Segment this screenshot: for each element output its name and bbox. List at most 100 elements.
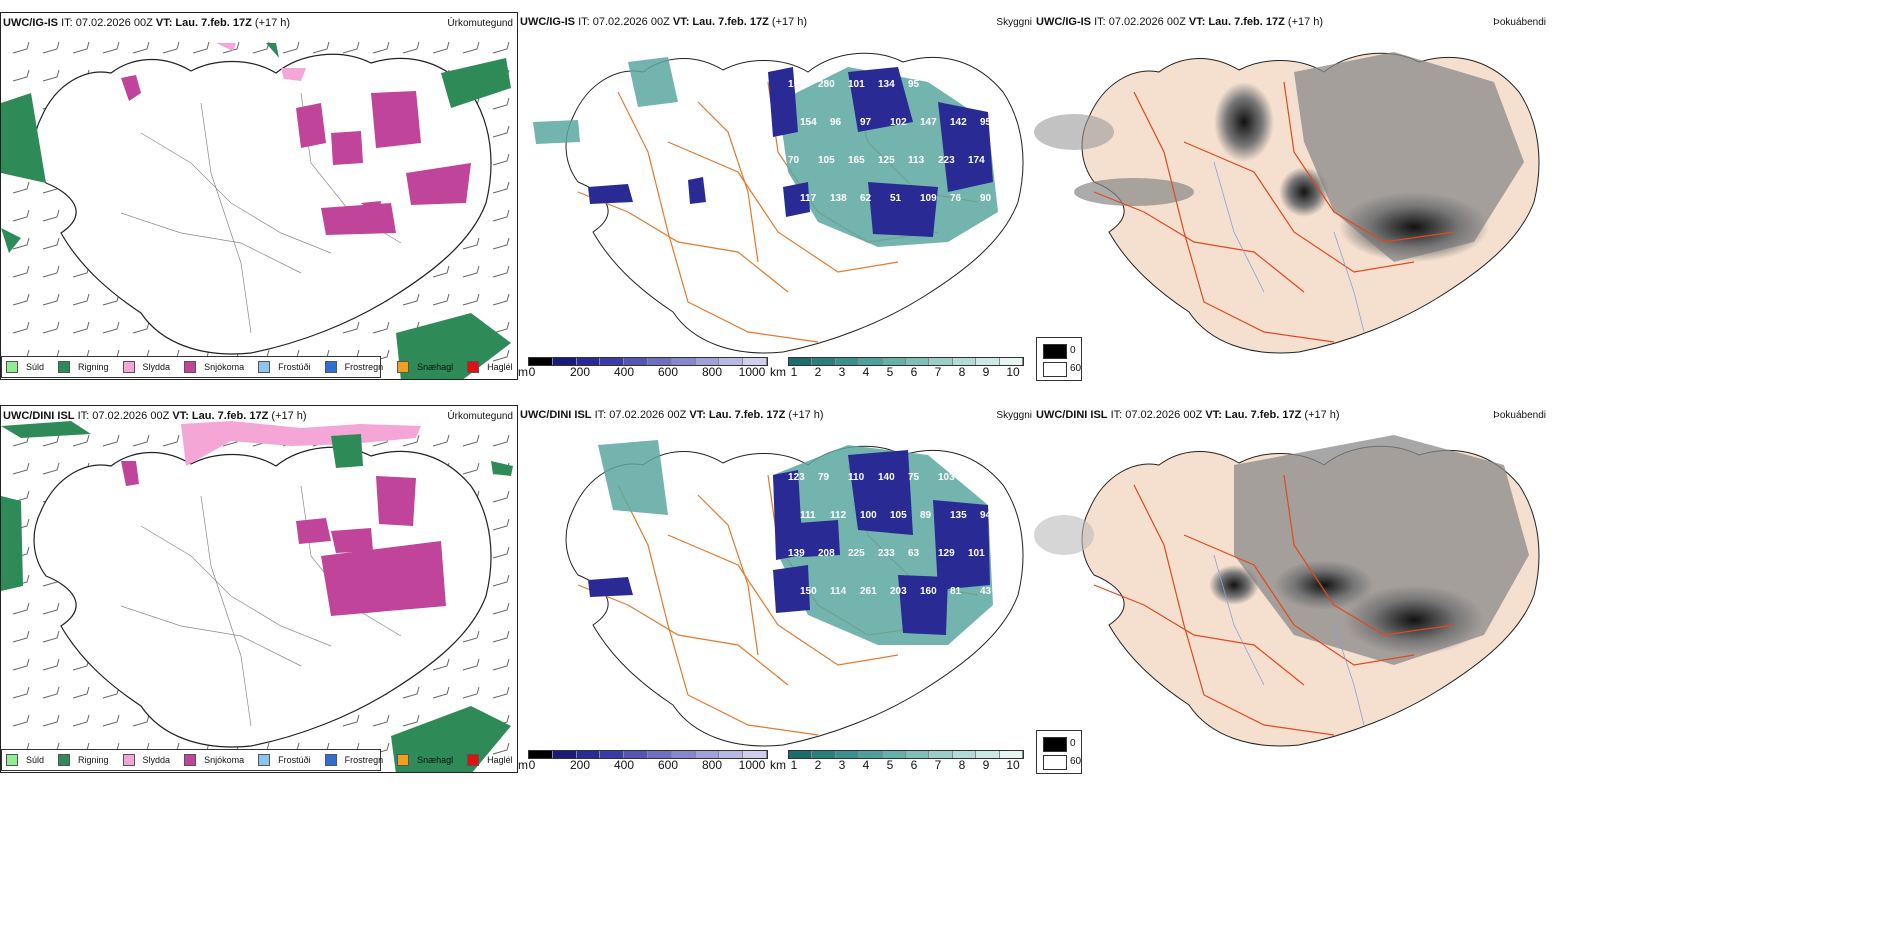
wind-barb bbox=[432, 265, 450, 278]
cloud-base-value: 79 bbox=[818, 472, 830, 483]
cloud-map: 123 79 110 140 75 103 191 111 112 100 105 89 135 94 13… bbox=[565, 440, 1024, 747]
colorbar-segment bbox=[789, 751, 813, 758]
wind-barb bbox=[72, 293, 90, 306]
precip-map bbox=[1, 421, 513, 772]
wind-barb bbox=[312, 41, 330, 54]
wind-barb bbox=[462, 434, 480, 447]
wind-barb bbox=[432, 686, 450, 699]
colorbar-segment bbox=[647, 358, 672, 365]
precip-legend: Súld Rigning Slydda Snjókoma Frostúði Fr… bbox=[1, 749, 513, 771]
wind-barb bbox=[42, 293, 60, 306]
wind-barb bbox=[12, 293, 30, 306]
precip-snow-areas bbox=[121, 75, 471, 235]
wind-barb bbox=[42, 69, 60, 82]
wind-barb bbox=[102, 434, 120, 447]
wind-barb bbox=[42, 321, 60, 334]
cloud-base-value: 113 bbox=[908, 155, 925, 166]
panel-title: UWC/IG-IS IT: 07.02.2026 00Z VT: Lau. 7.… bbox=[3, 17, 291, 29]
visibility-colorbar: km 1 2 3 4 5 6 7 8 9 10 bbox=[770, 750, 1025, 773]
precip-rain-areas bbox=[1, 421, 513, 772]
wind-barb bbox=[12, 462, 30, 475]
colorbar-segment bbox=[929, 751, 953, 758]
colorbar-segment bbox=[929, 358, 953, 365]
legend-item-freezing-rain: Frostregn bbox=[324, 361, 383, 373]
cloud-base-value: 208 bbox=[818, 548, 835, 559]
cloud-base-value: 165 bbox=[848, 155, 865, 166]
legend-item-sleet: Slydda bbox=[122, 754, 170, 766]
cloud-base-value: 62 bbox=[860, 193, 872, 204]
roads bbox=[1093, 81, 1455, 343]
colorbar-segment bbox=[976, 358, 1000, 365]
wind-barb bbox=[12, 265, 30, 278]
cloud-base-value: 125 bbox=[878, 155, 895, 166]
wind-barb bbox=[12, 714, 30, 727]
colorbar-segment bbox=[719, 358, 744, 365]
rivers bbox=[1213, 161, 1365, 333]
wind-barb bbox=[492, 602, 510, 615]
wind-barb bbox=[222, 41, 240, 54]
legend-item-hail: Haglél bbox=[467, 754, 513, 766]
cloud-base-value: 135 bbox=[950, 510, 967, 521]
colorbar-segment bbox=[952, 358, 977, 365]
iceland-coastline bbox=[33, 446, 492, 748]
wind-barb bbox=[492, 349, 510, 362]
wind-barb bbox=[492, 686, 510, 699]
wind-barb bbox=[72, 41, 90, 54]
cloud-base-value: 139 bbox=[788, 548, 805, 559]
cloud-base-numbers: 157 280 101 134 95 135 193 154 96 97 102 147 142 95 70… bbox=[788, 79, 992, 204]
colorbar-segment bbox=[719, 751, 744, 758]
legend-item-drizzle: Súld bbox=[6, 754, 44, 766]
cloud-visibility-panel-top: UWC/IG-IS IT: 07.02.2026 00Z VT: Lau. 7.… bbox=[518, 12, 1034, 380]
colorbar-segment bbox=[882, 358, 907, 365]
legend-item-rain: Rigning bbox=[58, 361, 109, 373]
legend-item-freezing-rain: Frostregn bbox=[324, 754, 383, 766]
wind-barb bbox=[462, 462, 480, 475]
cloud-base-value: 81 bbox=[950, 586, 962, 597]
colorbar-segment bbox=[812, 358, 836, 365]
wind-barb bbox=[102, 321, 120, 334]
wind-barb bbox=[12, 69, 30, 82]
cloud-base-value: 89 bbox=[920, 510, 932, 521]
cloud-base-value: 154 bbox=[800, 117, 817, 128]
wind-barb bbox=[12, 321, 30, 334]
wind-barb bbox=[12, 181, 30, 194]
colorbar-segment bbox=[882, 751, 907, 758]
wind-barb bbox=[372, 41, 390, 54]
wind-barb bbox=[492, 434, 510, 447]
colorbar-segment bbox=[789, 358, 813, 365]
colorbar-segment bbox=[576, 358, 601, 365]
panel-title: UWC/DINI ISL IT: 07.02.2026 00Z VT: Lau.… bbox=[1036, 409, 1340, 421]
panel-title: UWC/DINI ISL IT: 07.02.2026 00Z VT: Lau.… bbox=[3, 410, 307, 422]
wind-barb bbox=[492, 321, 510, 334]
cloud-base-value: 51 bbox=[890, 193, 902, 204]
cloud-base-value: 70 bbox=[788, 155, 800, 166]
cloud-base-value: 90 bbox=[980, 193, 992, 204]
wind-barb bbox=[162, 41, 180, 54]
cloud-base-value: 117 bbox=[800, 193, 817, 204]
precip-panel-top: UWC/IG-IS IT: 07.02.2026 00Z VT: Lau. 7.… bbox=[0, 12, 518, 380]
cloud-base-value: 95 bbox=[908, 79, 920, 90]
precip-sleet-areas bbox=[181, 421, 421, 466]
cloud-base-value: 96 bbox=[830, 117, 842, 128]
wind-barb bbox=[12, 658, 30, 671]
wind-barb bbox=[492, 209, 510, 222]
colorbar-segment bbox=[529, 751, 553, 758]
wind-barb bbox=[282, 41, 300, 54]
wind-barb bbox=[462, 686, 480, 699]
legend-item-hail: Haglél bbox=[467, 361, 513, 373]
wind-barb bbox=[12, 209, 30, 222]
cloud-map: 157 280 101 134 95 135 193 154 96 97 102 147 142 95 70… bbox=[533, 52, 1024, 354]
cloud-base-value: 150 bbox=[800, 586, 817, 597]
wind-barb bbox=[492, 630, 510, 643]
wind-barb bbox=[132, 321, 150, 334]
wind-barb bbox=[492, 546, 510, 559]
colorbar-segment bbox=[529, 358, 553, 365]
wind-barb bbox=[402, 434, 420, 447]
wind-barb bbox=[462, 293, 480, 306]
wind-barb bbox=[402, 714, 420, 727]
wind-barb bbox=[72, 714, 90, 727]
cloud-base-value: 135 bbox=[938, 79, 955, 90]
panel-title: UWC/IG-IS IT: 07.02.2026 00Z VT: Lau. 7.… bbox=[520, 16, 808, 28]
wind-barb bbox=[462, 265, 480, 278]
wind-barb bbox=[402, 686, 420, 699]
